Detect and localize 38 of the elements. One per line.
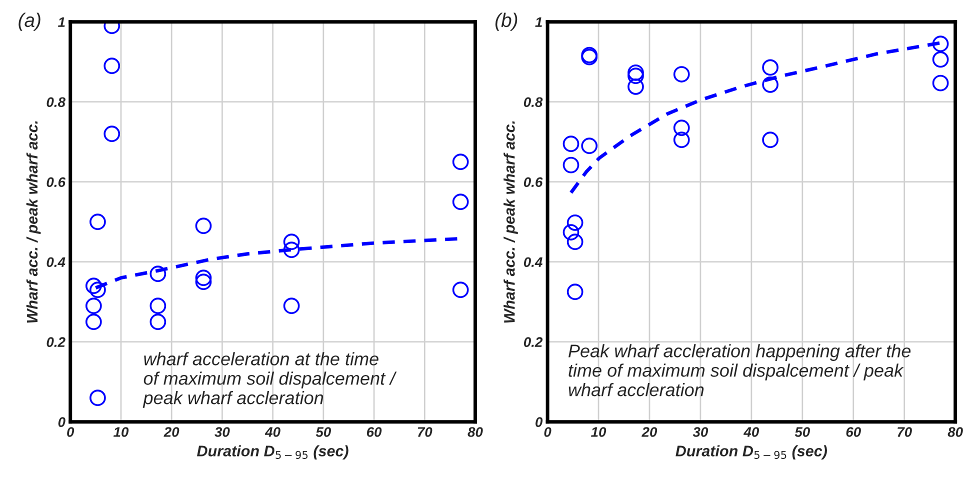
annotation: Peak wharf accleration happening after the time of maximum soil dispalcement / peak wharf accleration: [568, 344, 911, 396]
y-tick-label: 0.2: [46, 337, 66, 348]
x-tick-label: 70: [898, 427, 912, 437]
annotation: wharf acceleration at the time of maximum soil dispalcement / peak wharf accleration: [142, 352, 397, 408]
x-tick-label: 50: [316, 427, 332, 437]
y-tick-label: 0.4: [46, 257, 66, 268]
x-tick-label: 30: [214, 427, 230, 437]
y-tick-label: 0.6: [46, 177, 66, 188]
y-tick-label: 1: [58, 17, 65, 27]
x-tick-label: 20: [164, 427, 180, 437]
x-tick-label: 50: [794, 427, 810, 437]
y-tick-label: 0.2: [524, 337, 543, 348]
y-tick-label: 0: [536, 417, 543, 428]
x-tick-label: 80: [468, 427, 483, 437]
y-tick-label: 0: [58, 417, 66, 428]
y-tick-label: 1: [535, 17, 542, 27]
x-axis-title: Duration D$_{5−95}$ (sec): [197, 445, 348, 460]
x-tick-label: 60: [366, 427, 382, 437]
y-tick-label: 0.8: [46, 97, 66, 108]
x-tick-label: 10: [591, 427, 606, 437]
y-tick-label: 0.4: [524, 257, 542, 268]
x-tick-label: 10: [113, 427, 129, 437]
x-tick-label: 20: [642, 427, 658, 437]
x-tick-label: 70: [418, 427, 432, 437]
y-tick-label: 0.6: [524, 177, 543, 188]
x-tick-label: 60: [846, 427, 861, 437]
x-axis-title: Duration D$_{5−95}$ (sec): [676, 445, 828, 460]
x-tick-label: 80: [948, 427, 963, 437]
y-axis-title: Wharf acc. / peak wharf acc.: [504, 121, 518, 323]
y-tick-label: 0.8: [524, 97, 543, 108]
x-tick-label: 40: [743, 427, 760, 437]
x-tick-label: 0: [544, 427, 552, 437]
x-tick-label: 40: [264, 427, 280, 437]
text: (b): [495, 12, 518, 31]
y-axis-title: Wharf acc. / peak wharf acc.: [26, 121, 41, 323]
x-tick-label: 0: [67, 427, 74, 437]
text: (a): [18, 12, 40, 31]
x-tick-label: 30: [692, 427, 708, 437]
